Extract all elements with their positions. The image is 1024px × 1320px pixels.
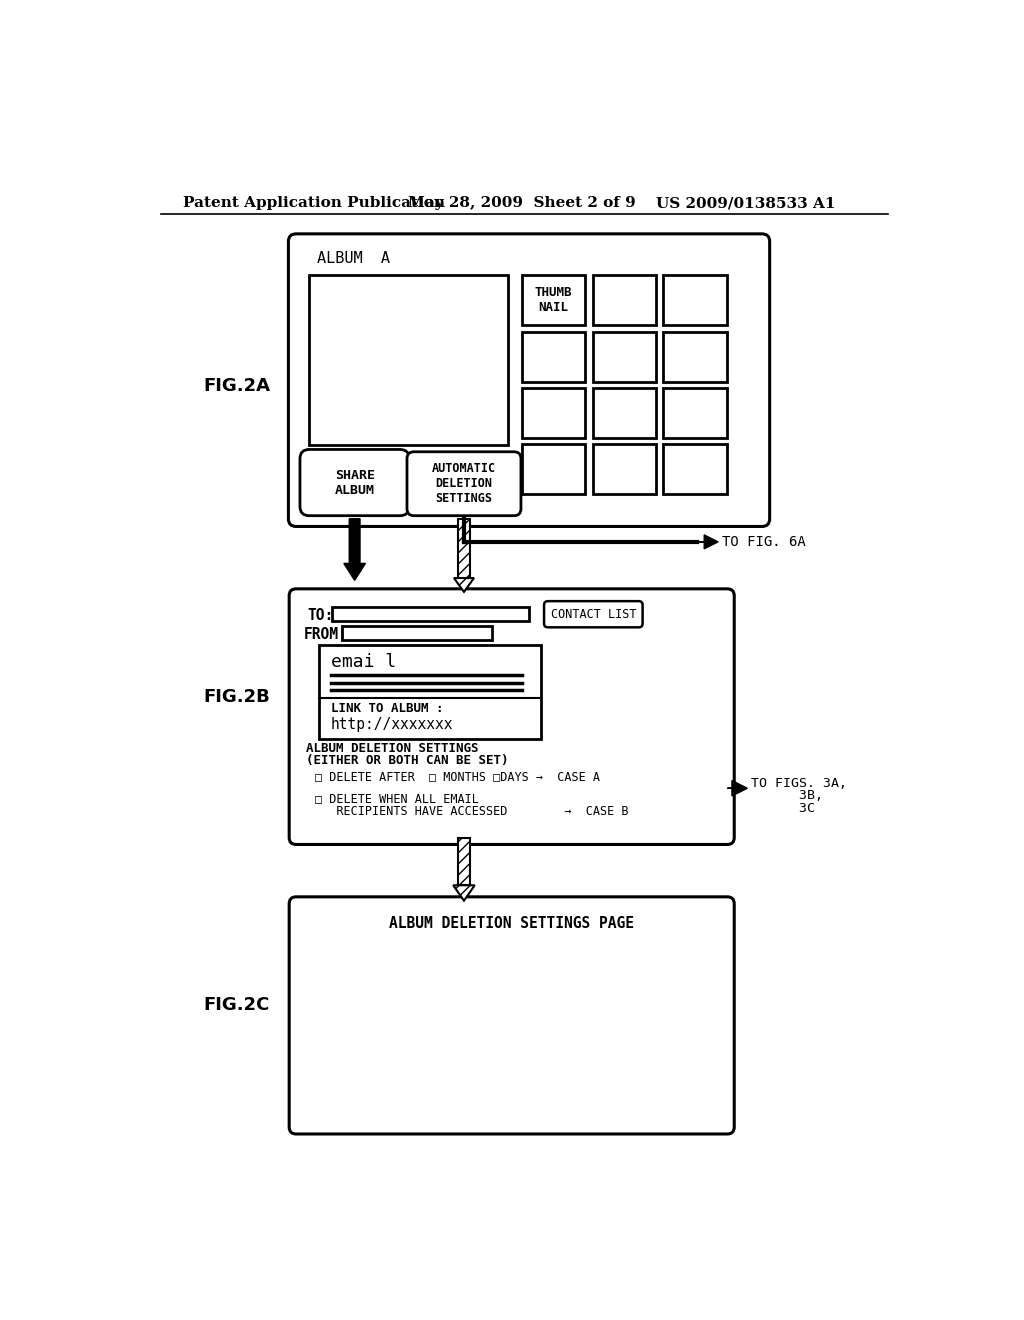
Text: TO FIGS. 3A,: TO FIGS. 3A,: [752, 777, 847, 791]
FancyBboxPatch shape: [300, 449, 410, 516]
Bar: [521, 331, 585, 381]
Bar: [319, 645, 541, 739]
Text: LINK TO ALBUM :: LINK TO ALBUM :: [331, 702, 443, 714]
Bar: [309, 276, 508, 445]
FancyBboxPatch shape: [289, 896, 734, 1134]
Text: ALBUM  A: ALBUM A: [316, 251, 390, 267]
Bar: [593, 444, 655, 494]
FancyArrow shape: [696, 535, 718, 549]
Text: FIG.2B: FIG.2B: [204, 689, 270, 706]
Text: THUMB
NAIL: THUMB NAIL: [535, 286, 572, 314]
Text: ALBUM DELETION SETTINGS PAGE: ALBUM DELETION SETTINGS PAGE: [389, 916, 634, 932]
Text: 3C: 3C: [752, 801, 815, 814]
Text: SHARE
ALBUM: SHARE ALBUM: [335, 469, 375, 496]
Bar: [342, 626, 492, 640]
Text: FIG.2A: FIG.2A: [204, 376, 270, 395]
Text: (EITHER OR BOTH CAN BE SET): (EITHER OR BOTH CAN BE SET): [306, 754, 509, 767]
Bar: [458, 519, 470, 578]
Text: TO FIG. 6A: TO FIG. 6A: [722, 535, 806, 549]
Text: ALBUM DELETION SETTINGS: ALBUM DELETION SETTINGS: [306, 742, 478, 755]
Text: TO:: TO:: [307, 609, 334, 623]
FancyArrow shape: [344, 519, 366, 581]
FancyBboxPatch shape: [289, 589, 734, 845]
Bar: [521, 388, 585, 438]
FancyBboxPatch shape: [289, 234, 770, 527]
Text: US 2009/0138533 A1: US 2009/0138533 A1: [655, 197, 836, 210]
Text: □ DELETE AFTER  □ MONTHS □DAYS →  CASE A: □ DELETE AFTER □ MONTHS □DAYS → CASE A: [315, 770, 600, 783]
Text: □ DELETE WHEN ALL EMAIL: □ DELETE WHEN ALL EMAIL: [315, 792, 479, 805]
FancyArrow shape: [727, 780, 748, 796]
Bar: [664, 331, 727, 381]
Bar: [664, 388, 727, 438]
Text: FIG.2C: FIG.2C: [204, 997, 270, 1014]
Text: Patent Application Publication: Patent Application Publication: [183, 197, 444, 210]
Text: 3B,: 3B,: [752, 789, 823, 803]
Bar: [593, 388, 655, 438]
Bar: [593, 276, 655, 326]
Bar: [664, 444, 727, 494]
FancyBboxPatch shape: [544, 601, 643, 627]
Bar: [521, 444, 585, 494]
FancyArrow shape: [454, 578, 474, 591]
Text: RECIPIENTS HAVE ACCESSED        →  CASE B: RECIPIENTS HAVE ACCESSED → CASE B: [315, 805, 629, 818]
Text: emai l: emai l: [331, 653, 396, 671]
Bar: [458, 837, 470, 886]
FancyArrow shape: [454, 886, 475, 900]
Bar: [593, 331, 655, 381]
Bar: [333, 607, 528, 622]
Text: May 28, 2009  Sheet 2 of 9: May 28, 2009 Sheet 2 of 9: [408, 197, 636, 210]
Text: AUTOMATIC
DELETION
SETTINGS: AUTOMATIC DELETION SETTINGS: [432, 462, 496, 504]
Text: http://xxxxxxx: http://xxxxxxx: [331, 717, 454, 731]
Text: CONTACT LIST: CONTACT LIST: [551, 607, 636, 620]
FancyBboxPatch shape: [407, 451, 521, 516]
Text: FROM:: FROM:: [304, 627, 347, 642]
Bar: [521, 276, 585, 326]
Bar: [664, 276, 727, 326]
